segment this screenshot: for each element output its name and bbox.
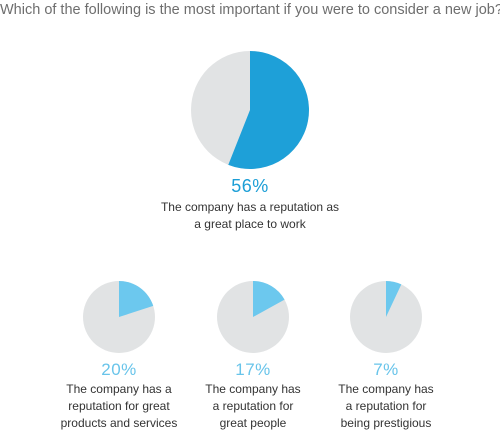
description-line: great people: [219, 416, 287, 430]
description-line: a reputation for: [345, 399, 427, 413]
description-main: The company has a reputation as a great …: [120, 199, 380, 233]
question-title: Which of the following is the most impor…: [0, 2, 500, 18]
description-products: The company has a reputation for great p…: [54, 381, 184, 432]
pie-chart-products: [83, 281, 155, 353]
description-line: a reputation for: [212, 399, 294, 413]
percent-label-products: 20%: [101, 360, 137, 379]
description-prestige: The company has a reputation for being p…: [321, 381, 451, 432]
percent-label-people: 17%: [235, 360, 271, 379]
pie-value-slice: [253, 281, 285, 317]
description-line: products and services: [60, 416, 178, 430]
pie-chart-prestige: [350, 281, 422, 353]
percent-label-main: 56%: [231, 176, 269, 196]
description-line: The company has a: [66, 382, 172, 396]
description-line: The company has a reputation as: [160, 200, 340, 214]
percent-label-prestige: 7%: [373, 360, 399, 379]
pie-chart-people: [217, 281, 289, 353]
description-line: The company has: [338, 382, 434, 396]
pie-value-slice: [119, 281, 154, 317]
description-line: a great place to work: [194, 217, 306, 231]
description-line: reputation for great: [68, 399, 170, 413]
description-line: being prestigious: [340, 416, 432, 430]
description-people: The company has a reputation for great p…: [188, 381, 318, 432]
pie-value-slice: [228, 51, 309, 169]
pie-chart-main: [191, 51, 309, 169]
description-line: The company has: [205, 382, 301, 396]
pie-value-slice: [386, 281, 402, 317]
